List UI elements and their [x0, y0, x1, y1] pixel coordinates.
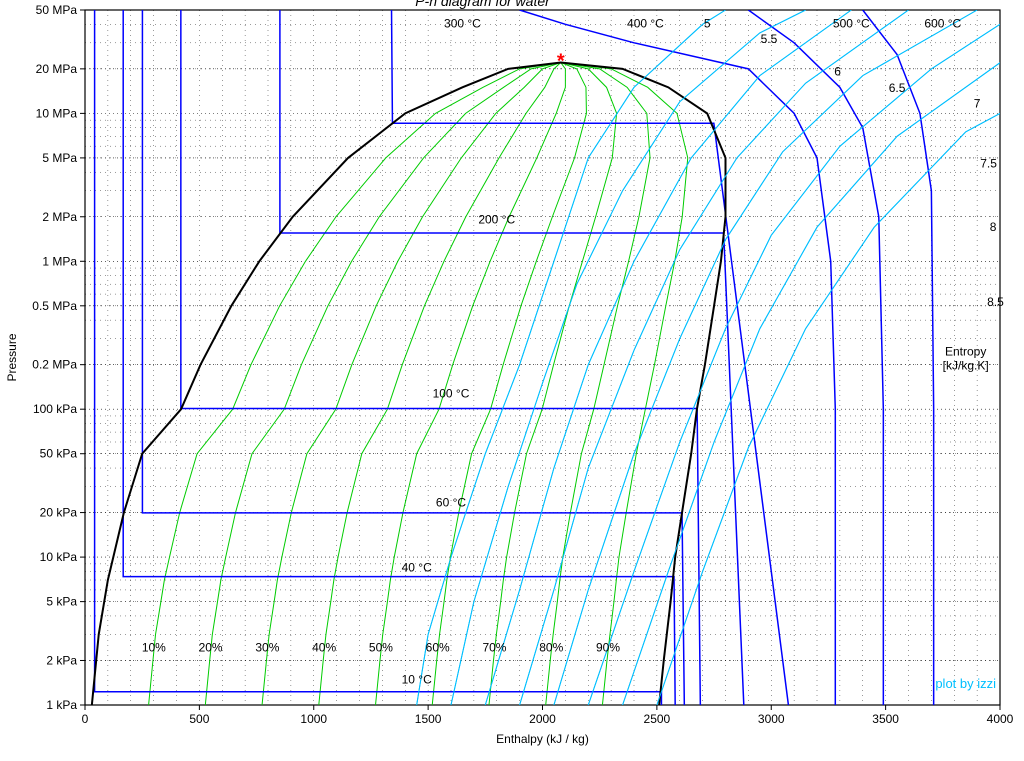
- svg-text:1000: 1000: [300, 712, 327, 726]
- svg-text:10 °C: 10 °C: [402, 672, 432, 686]
- svg-text:1500: 1500: [415, 712, 442, 726]
- svg-text:*: *: [557, 51, 565, 73]
- svg-text:50%: 50%: [369, 640, 393, 654]
- svg-text:50 kPa: 50 kPa: [40, 447, 78, 461]
- svg-text:8: 8: [990, 220, 997, 234]
- svg-text:7: 7: [974, 96, 981, 110]
- svg-text:100 °C: 100 °C: [433, 386, 470, 400]
- svg-text:Pressure: Pressure: [5, 333, 19, 381]
- svg-text:90%: 90%: [596, 640, 620, 654]
- svg-text:8.5: 8.5: [987, 295, 1004, 309]
- svg-text:40%: 40%: [312, 640, 336, 654]
- svg-text:7.5: 7.5: [980, 157, 997, 171]
- svg-text:2500: 2500: [644, 712, 671, 726]
- svg-text:2 MPa: 2 MPa: [42, 210, 77, 224]
- svg-text:6.5: 6.5: [889, 81, 906, 95]
- svg-text:2000: 2000: [529, 712, 556, 726]
- svg-text:50 MPa: 50 MPa: [36, 3, 78, 17]
- svg-text:400 °C: 400 °C: [627, 17, 664, 31]
- svg-text:1 kPa: 1 kPa: [46, 698, 77, 712]
- svg-text:6: 6: [834, 65, 841, 79]
- svg-text:10%: 10%: [142, 640, 166, 654]
- svg-text:20 MPa: 20 MPa: [36, 62, 78, 76]
- svg-text:5 MPa: 5 MPa: [42, 151, 77, 165]
- svg-text:5.5: 5.5: [761, 32, 778, 46]
- svg-text:0.2 MPa: 0.2 MPa: [32, 358, 77, 372]
- svg-text:plot by izzi: plot by izzi: [935, 676, 996, 691]
- svg-text:P-h diagram for water: P-h diagram for water: [415, 0, 551, 9]
- svg-text:3500: 3500: [872, 712, 899, 726]
- svg-text:300 °C: 300 °C: [444, 17, 481, 31]
- svg-text:Enthalpy (kJ / kg): Enthalpy (kJ / kg): [496, 732, 589, 746]
- svg-text:5 kPa: 5 kPa: [46, 595, 77, 609]
- svg-text:600 °C: 600 °C: [924, 17, 961, 31]
- svg-text:1 MPa: 1 MPa: [42, 254, 77, 268]
- svg-text:200 °C: 200 °C: [478, 213, 515, 227]
- svg-text:60 °C: 60 °C: [436, 495, 466, 509]
- svg-text:80%: 80%: [539, 640, 563, 654]
- svg-text:100 kPa: 100 kPa: [33, 402, 77, 416]
- svg-text:0: 0: [82, 712, 89, 726]
- svg-text:10 MPa: 10 MPa: [36, 106, 78, 120]
- svg-text:60%: 60%: [426, 640, 450, 654]
- svg-text:70%: 70%: [482, 640, 506, 654]
- svg-text:30%: 30%: [255, 640, 279, 654]
- svg-text:10 kPa: 10 kPa: [40, 550, 78, 564]
- svg-text:Entropy: Entropy: [945, 345, 986, 359]
- svg-text:2 kPa: 2 kPa: [46, 653, 77, 667]
- svg-text:20 kPa: 20 kPa: [40, 506, 78, 520]
- svg-text:[kJ/kg.K]: [kJ/kg.K]: [943, 359, 989, 373]
- svg-text:20%: 20%: [199, 640, 223, 654]
- svg-text:4000: 4000: [987, 712, 1014, 726]
- svg-text:500: 500: [189, 712, 209, 726]
- svg-text:40 °C: 40 °C: [402, 560, 432, 574]
- ph-diagram-chart: 0 500 1000 1500 2000 2500 3000 3500 4000 Enthalpy…: [0, 0, 1024, 761]
- svg-text:3000: 3000: [758, 712, 785, 726]
- svg-text:0.5 MPa: 0.5 MPa: [32, 299, 77, 313]
- svg-text:500 °C: 500 °C: [833, 17, 870, 31]
- chart-svg: 0 500 1000 1500 2000 2500 3000 3500 4000 Enthalpy…: [0, 0, 1024, 761]
- svg-text:5: 5: [704, 17, 711, 31]
